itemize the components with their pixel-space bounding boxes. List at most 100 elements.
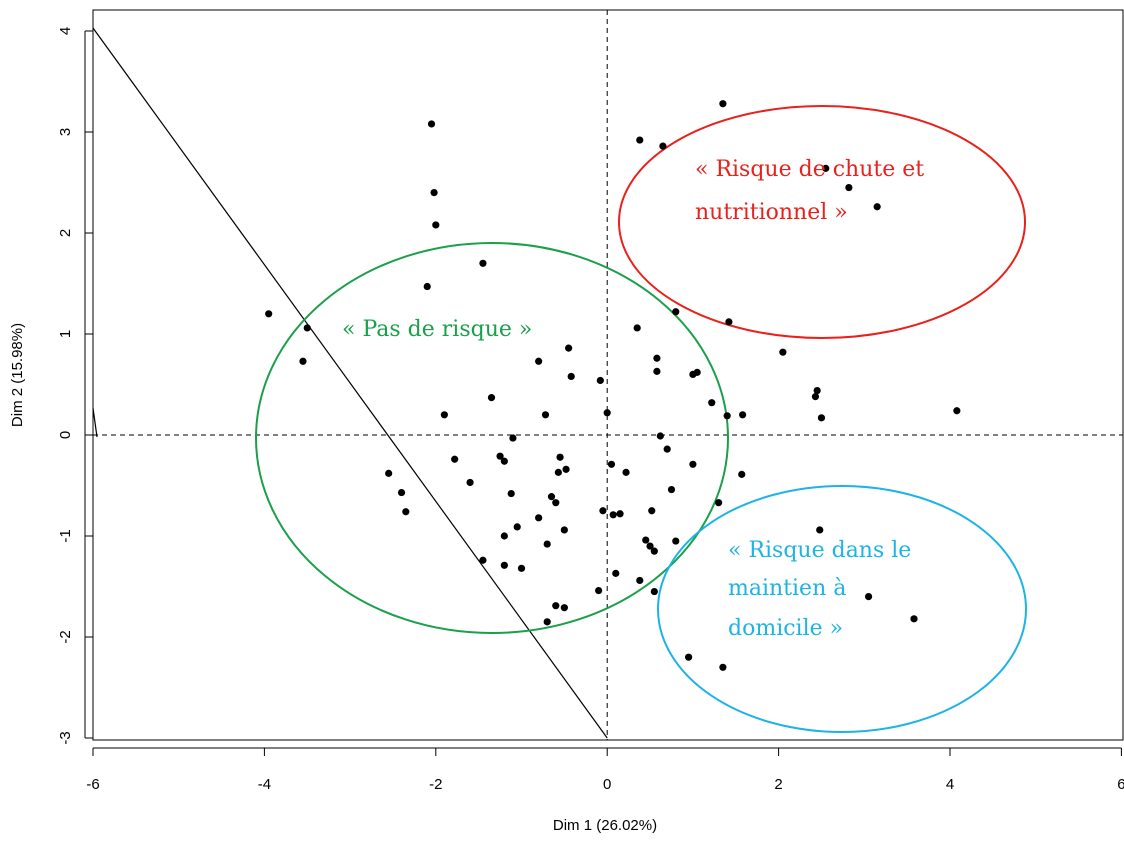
x-tick-label: 0 [603, 776, 611, 793]
data-point [672, 308, 680, 316]
data-point [596, 376, 604, 385]
data-point [430, 189, 438, 197]
data-point [603, 409, 611, 417]
data-point [864, 593, 873, 601]
data-point [535, 514, 543, 522]
plot-frame [92, 9, 1124, 741]
reference-lines [93, 10, 1123, 740]
data-point [845, 183, 853, 192]
x-tick-label: 4 [946, 776, 954, 793]
data-point [385, 469, 393, 477]
data-point [487, 394, 496, 402]
data-point [560, 604, 568, 612]
data-point [646, 542, 654, 550]
separator-lines [92, 27, 608, 739]
data-point [910, 615, 918, 623]
data-point [303, 324, 311, 332]
annotation-pas-de-risque: « Pas de risque » [342, 317, 532, 342]
data-point [560, 526, 568, 534]
x-tick-label: -6 [86, 776, 99, 793]
y-tick-label: 4 [57, 27, 74, 35]
x-tick-label: 2 [774, 776, 782, 793]
data-point [653, 367, 661, 375]
diagonal-separator-stub [92, 407, 98, 438]
data-point [595, 586, 603, 595]
annotation-maintien-line2: maintien à [728, 576, 846, 601]
y-tick-label: 1 [57, 330, 74, 338]
data-point [650, 547, 658, 555]
data-point [513, 523, 521, 531]
data-point [609, 511, 617, 519]
data-point [265, 310, 273, 318]
data-point [873, 203, 881, 211]
data-point [397, 488, 406, 497]
data-point [656, 432, 664, 440]
data-point [541, 411, 550, 419]
data-point [402, 508, 410, 516]
y-axis-label: Dim 2 (15.98%) [9, 323, 26, 427]
data-point [479, 259, 487, 267]
data-point [517, 564, 526, 572]
data-point [599, 507, 607, 515]
data-point [672, 537, 680, 545]
annotation-maintien-line1: « Risque dans le [728, 538, 911, 563]
data-point [813, 386, 821, 395]
data-point [648, 507, 656, 515]
data-point [636, 136, 644, 144]
data-point [427, 120, 436, 128]
x-tick-label: -2 [429, 776, 442, 793]
data-point [738, 470, 746, 478]
diagonal-separator [92, 27, 608, 739]
data-point [543, 618, 551, 626]
data-point [466, 478, 474, 487]
data-point [616, 510, 624, 518]
data-point [567, 372, 575, 381]
data-point [607, 460, 616, 468]
data-point [479, 556, 487, 564]
data-point [500, 561, 508, 569]
data-point [552, 499, 560, 507]
data-point [451, 455, 459, 463]
ellipse-risque-chute [618, 105, 1026, 339]
cluster-ellipses [255, 105, 1027, 733]
x-tick-label: 6 [1117, 776, 1124, 793]
y-tick-label: 3 [57, 128, 74, 136]
y-tick-label: -1 [57, 529, 74, 542]
data-point [432, 221, 440, 229]
ellipse-pas-de-risque [255, 242, 729, 634]
data-point [822, 164, 830, 172]
data-point [685, 653, 693, 661]
data-point [633, 324, 641, 332]
y-tick-label: -2 [57, 630, 74, 643]
data-point [689, 460, 697, 468]
data-point [636, 576, 644, 585]
data-point [612, 569, 620, 577]
ellipse-risque-maintien [657, 485, 1027, 733]
data-point [440, 411, 448, 419]
data-point [723, 412, 731, 420]
data-point [715, 499, 723, 507]
data-point [507, 489, 515, 498]
data-point [953, 407, 961, 415]
data-point [535, 357, 543, 365]
data-point [739, 411, 747, 419]
data-point [693, 368, 701, 376]
data-point [543, 540, 551, 548]
data-point [708, 399, 716, 407]
data-point [659, 142, 667, 150]
annotation-chute-line2: nutritionnel » [695, 200, 848, 225]
y-tick-label: -3 [57, 731, 74, 744]
data-point [667, 485, 676, 494]
data-point [552, 602, 560, 610]
data-point [299, 357, 307, 365]
annotation-chute-line1: « Risque de chute et [695, 157, 924, 182]
y-tick-label: 2 [57, 229, 74, 237]
data-point [547, 493, 556, 501]
axes: -6 -4 -2 0 2 4 6 -3 -2 -1 0 1 2 3 4 [57, 27, 1124, 793]
data-point [500, 457, 508, 465]
data-point [565, 344, 573, 352]
data-point [500, 532, 508, 540]
data-point [653, 354, 661, 362]
data-point [622, 468, 630, 476]
